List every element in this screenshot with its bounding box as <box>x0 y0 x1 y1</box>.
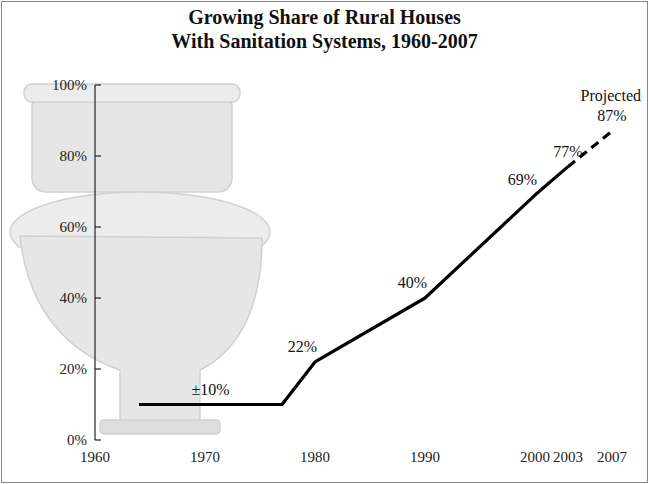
y-tick-label: 100% <box>52 77 87 93</box>
y-tick-label: 60% <box>60 219 88 235</box>
marks <box>139 131 612 404</box>
data-label: 40% <box>398 274 427 291</box>
subtitle: With Sanitation Systems, 1960-2007 <box>171 30 477 53</box>
x-tick-label: 1980 <box>300 449 330 465</box>
x-tick-label: 1960 <box>80 449 110 465</box>
labels: ±10% 22% 40% 69% 77% 87% Projected <box>191 87 641 397</box>
data-label: ±10% <box>191 381 229 398</box>
toilet-illustration <box>10 84 270 434</box>
data-label: 22% <box>288 338 317 355</box>
x-tick-label: 2003 <box>553 449 583 465</box>
title: Growing Share of Rural Houses <box>188 6 461 29</box>
y-tick <box>95 368 101 369</box>
x-tick-label: 1970 <box>190 449 220 465</box>
frame <box>2 2 648 483</box>
x-tick-label: 2000 <box>520 449 550 465</box>
chart: Growing Share of Rural HousesWith Sanita… <box>0 0 649 484</box>
toilet-tank <box>32 92 232 192</box>
data-label: 77% <box>553 143 582 160</box>
x-tick-label: 1990 <box>410 449 440 465</box>
y-tick-label: 80% <box>60 148 88 164</box>
y-tick <box>95 439 101 440</box>
y-tick <box>95 155 101 156</box>
y-tick <box>95 297 101 298</box>
annotation: Projected <box>581 87 641 105</box>
data-label: 69% <box>508 171 537 188</box>
x-tick-label: 2007 <box>597 449 628 465</box>
y-tick-label: 0% <box>67 432 87 448</box>
y-tick <box>95 84 101 85</box>
toilet-base <box>100 420 220 434</box>
y-tick-label: 20% <box>60 361 88 377</box>
series-line <box>139 167 568 405</box>
y-tick <box>95 226 101 227</box>
y-tick-label: 40% <box>60 290 88 306</box>
data-label: 87% <box>597 107 626 124</box>
y-axis <box>94 85 95 440</box>
toilet-bowl <box>20 236 262 430</box>
